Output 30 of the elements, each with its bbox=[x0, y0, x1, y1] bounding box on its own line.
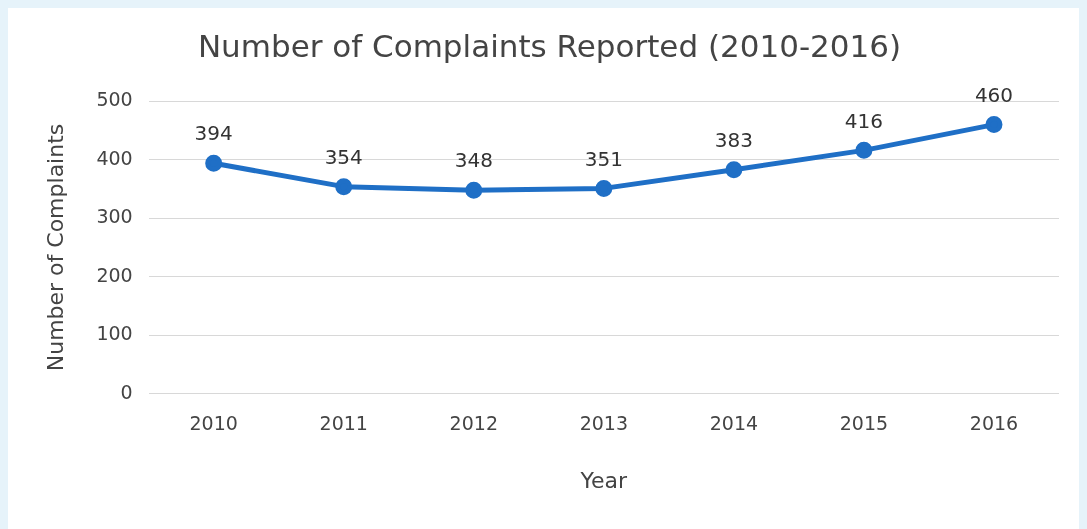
point bbox=[985, 116, 1003, 134]
data-label: 354 bbox=[324, 144, 363, 169]
x-tick-label: 2011 bbox=[319, 412, 368, 435]
y-tick-label: 200 bbox=[96, 263, 133, 286]
y-tick-label: 300 bbox=[96, 205, 133, 228]
point bbox=[595, 179, 613, 197]
data-label: 348 bbox=[454, 148, 493, 173]
point bbox=[855, 141, 873, 159]
point bbox=[205, 154, 223, 172]
data-label: 416 bbox=[844, 108, 884, 133]
data-label: 460 bbox=[974, 82, 1014, 107]
data-label: 394 bbox=[194, 121, 233, 146]
y-tick-label: 100 bbox=[96, 322, 133, 345]
x-tick-label: 2010 bbox=[189, 412, 238, 435]
x-tick-label: 2014 bbox=[709, 412, 759, 435]
point bbox=[465, 181, 483, 199]
y-tick-label: 400 bbox=[96, 146, 133, 169]
chart-title: Number of Complaints Reported (2010-2016) bbox=[197, 27, 902, 64]
data-label: 351 bbox=[584, 146, 623, 171]
x-tick-label: 2012 bbox=[449, 412, 498, 435]
y-tick-label: 0 bbox=[120, 380, 133, 403]
x-tick-label: 2013 bbox=[579, 412, 629, 435]
x-axis-title: Year bbox=[579, 467, 629, 493]
x-tick-label: 2015 bbox=[839, 412, 889, 435]
y-axis-title: Number of Complaints bbox=[42, 123, 68, 372]
x-tick-label: 2016 bbox=[969, 412, 1019, 435]
data-label: 383 bbox=[714, 127, 753, 152]
point bbox=[725, 161, 743, 179]
y-tick-label: 500 bbox=[96, 88, 133, 111]
point bbox=[335, 178, 353, 196]
